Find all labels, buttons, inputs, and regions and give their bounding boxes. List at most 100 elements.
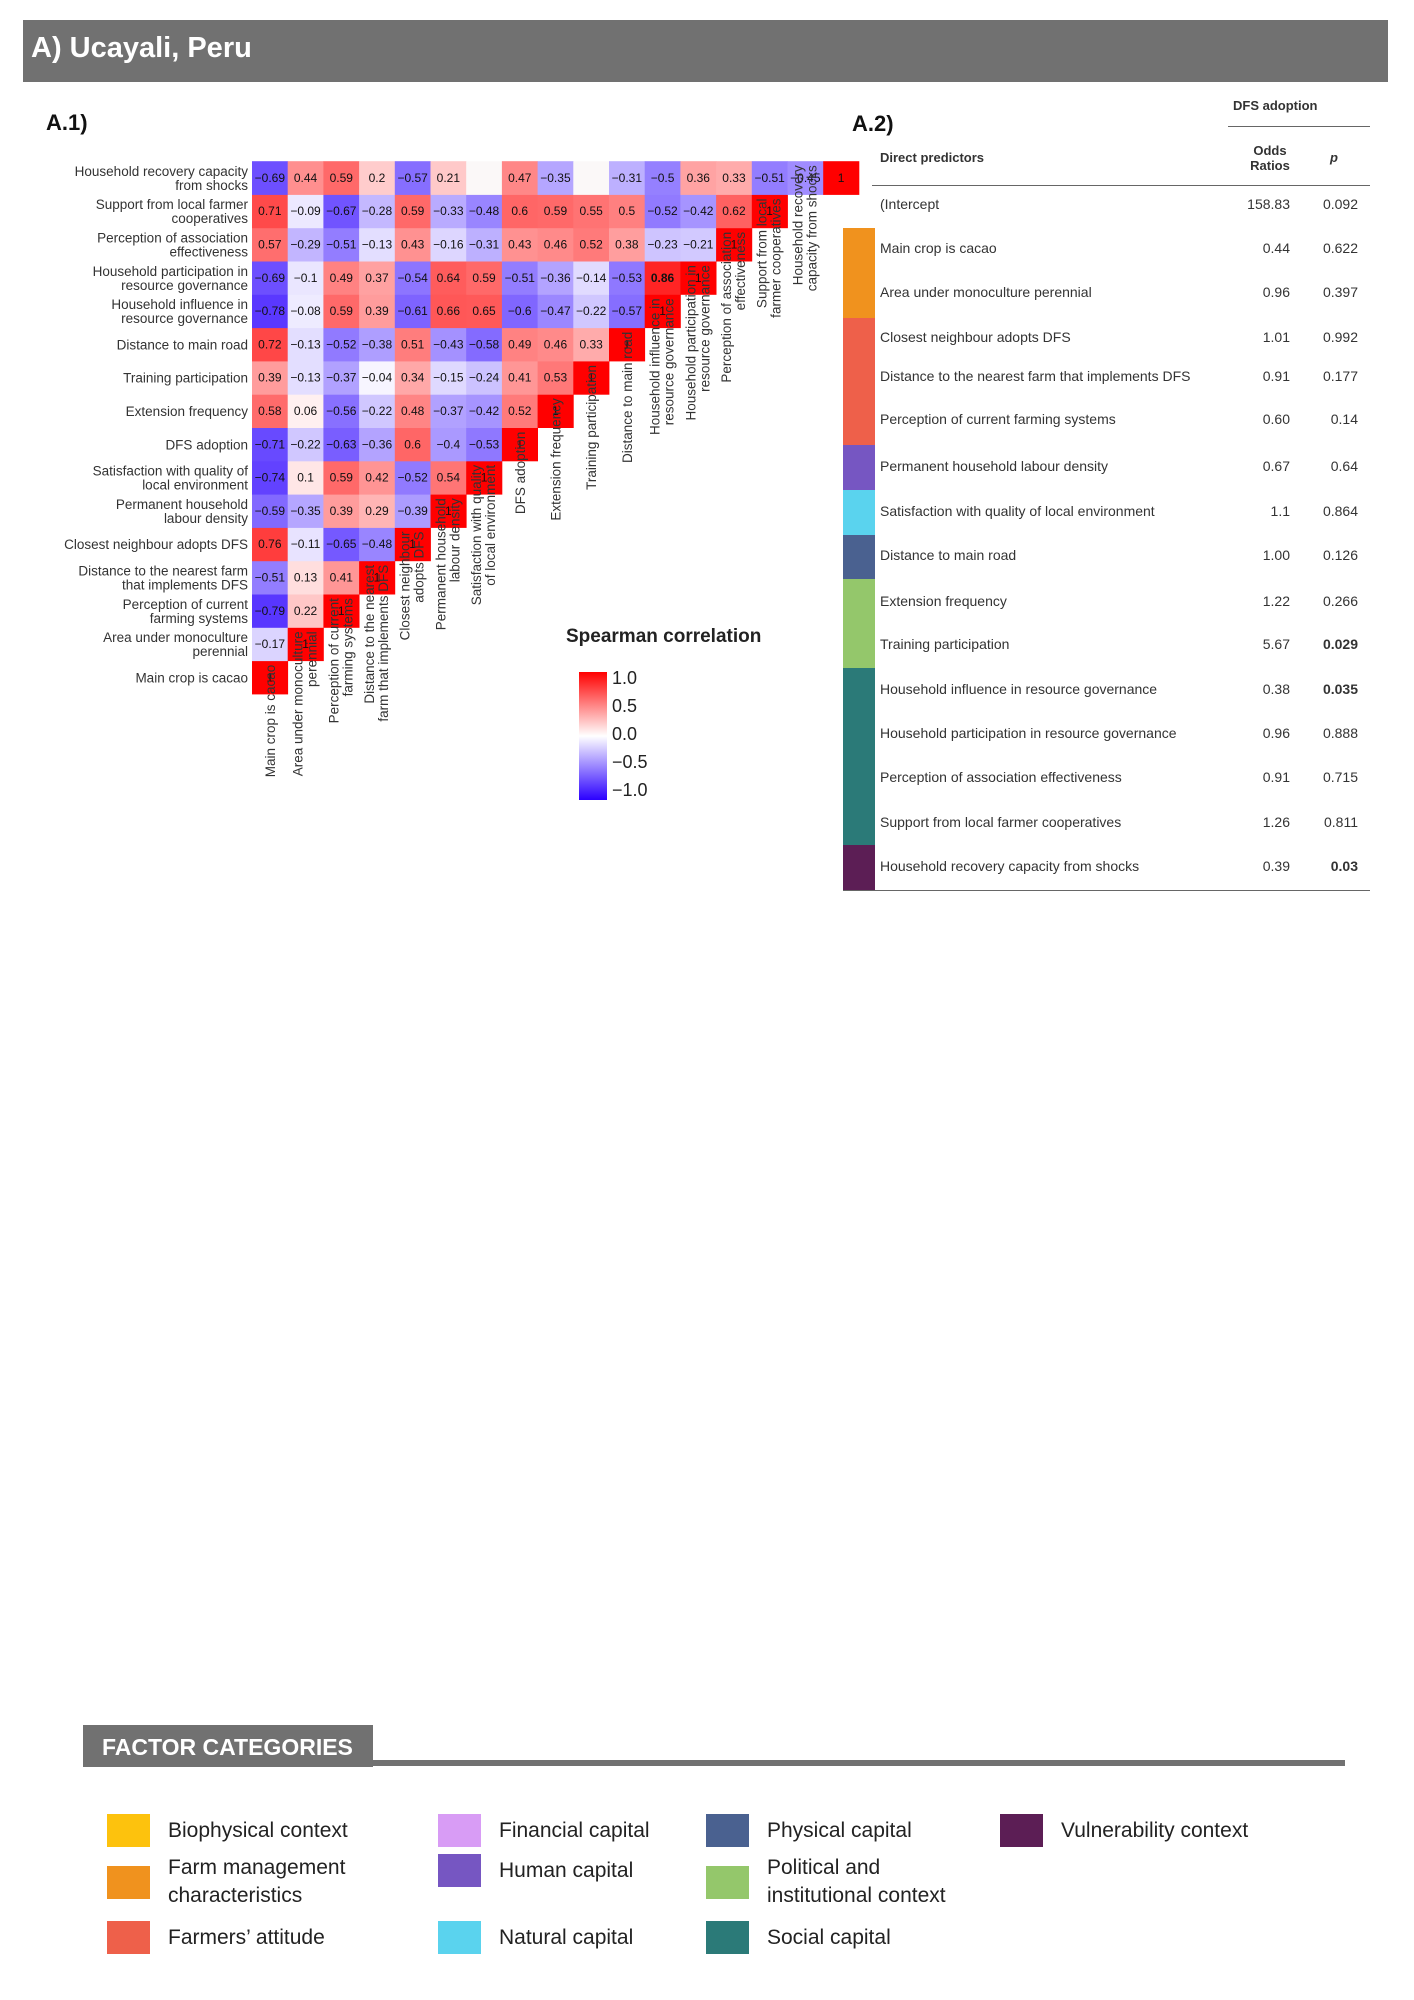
heatmap-cell (287, 294, 324, 329)
header-rule (872, 185, 1370, 186)
cell-value: −0.57 (612, 304, 643, 318)
cell-value: −0.45 (790, 171, 821, 185)
cell-value: −0.29 (290, 237, 321, 251)
row-label: Household participation in (93, 264, 248, 279)
factor-category-label: Vulnerability context (1061, 1818, 1249, 1842)
odds-ratio-value: 1.22 (1262, 593, 1290, 609)
factor-category-item: Farm management characteristics (107, 1854, 397, 1910)
row-label: Satisfaction with quality of (93, 464, 249, 479)
heatmap-cell (537, 394, 574, 428)
heatmap-cell (466, 361, 503, 395)
row-label: resource governance (121, 311, 248, 326)
heatmap-cell (287, 194, 324, 229)
heatmap-cell (287, 560, 324, 595)
cell-value: 0.41 (330, 570, 354, 584)
heatmap-cell (323, 194, 360, 229)
row-label: Support from local farmer (96, 197, 249, 212)
category-color-bar (843, 445, 875, 491)
factor-category-swatch (107, 1865, 150, 1899)
heatmap-cell (609, 294, 646, 329)
cell-value: 0.21 (437, 171, 461, 185)
row-label: Household recovery capacity (75, 164, 249, 179)
section-banner: A) Ucayali, Peru (23, 20, 1388, 82)
category-color-bar (843, 845, 875, 891)
heatmap-cell (501, 194, 538, 229)
predictor-name: Main crop is cacao (880, 240, 997, 256)
cell-value: −0.11 (291, 537, 321, 551)
heatmap-cell (359, 460, 396, 495)
heatmap-cell (609, 194, 646, 229)
heatmap-cell (359, 327, 396, 362)
factor-category-swatch (706, 1921, 749, 1954)
cell-value: 1 (659, 304, 666, 318)
factor-category-label: Physical capital (767, 1818, 912, 1842)
cell-value: −0.53 (469, 437, 500, 451)
column-label: capacity from shocks (804, 165, 819, 291)
legend-tick: 1.0 (612, 668, 638, 688)
heatmap-cell (252, 294, 289, 329)
cell-value: 0.66 (437, 304, 461, 318)
heatmap-cell (394, 227, 431, 262)
cell-value: −0.08 (290, 304, 321, 318)
cell-value: −0.65 (326, 537, 357, 551)
p-value: 0.811 (1324, 814, 1358, 830)
category-color-bar (843, 359, 875, 401)
column-label: resource governance (697, 265, 712, 392)
heatmap-cell (252, 227, 289, 262)
heatmap-cell (501, 294, 538, 329)
cell-value: −0.13 (290, 371, 321, 385)
heatmap-cell (430, 161, 467, 195)
odds-ratio-value: 0.91 (1262, 368, 1290, 384)
row-label: DFS adoption (165, 437, 248, 452)
factor-category-item: Financial capital (438, 1814, 728, 1847)
p-value: 0.14 (1330, 411, 1358, 427)
factor-categories-title: FACTOR CATEGORIES (102, 1734, 353, 1760)
odds-ratio-value: 0.91 (1262, 769, 1290, 785)
odds-ratio-value: 0.60 (1262, 411, 1290, 427)
cell-value: −0.21 (683, 237, 714, 251)
factor-category-label: Human capital (499, 1858, 634, 1882)
cell-value: 1 (481, 471, 488, 485)
cell-value: 1 (766, 204, 773, 218)
factor-category-item: Social capital (706, 1921, 996, 1954)
row-label: Permanent household (116, 497, 248, 512)
odds-ratio-value: 1.1 (1270, 503, 1290, 519)
predictor-name: Extension frequency (880, 593, 1007, 609)
cell-value: 0.41 (508, 371, 532, 385)
row-label: Main crop is cacao (135, 670, 248, 685)
heatmap-cell (609, 227, 646, 262)
heatmap-cell (287, 494, 324, 528)
p-value: 0.397 (1322, 284, 1358, 300)
heatmap-cell (323, 427, 360, 462)
heatmap-cell (359, 294, 396, 329)
category-color-bar (843, 535, 875, 580)
cell-value: −0.43 (433, 337, 464, 351)
cell-value: 1 (409, 537, 416, 551)
p-value: 0.029 (1322, 636, 1358, 652)
cell-value: −0.13 (290, 337, 321, 351)
row-label: perennial (192, 644, 248, 659)
row-label: Area under monoculture (103, 630, 248, 645)
row-label: labour density (164, 511, 248, 526)
cell-value: −0.71 (255, 437, 286, 451)
cell-value: 1 (588, 371, 595, 385)
cell-value: −0.33 (433, 204, 464, 218)
predictor-name: (Intercept (880, 196, 940, 212)
predictor-name: Satisfaction with quality of local envir… (880, 503, 1155, 519)
cell-value: −0.36 (540, 271, 571, 285)
cell-value: −0.36 (362, 437, 393, 451)
cell-value: 0.46 (544, 337, 568, 351)
p-value: 0.622 (1322, 240, 1358, 256)
heatmap-cell (252, 394, 289, 428)
cell-value: 0.39 (330, 504, 354, 518)
predictor-name: Training participation (880, 636, 1010, 652)
heatmap-cell (287, 261, 324, 295)
factor-category-swatch (706, 1814, 749, 1847)
heatmap-cell (394, 527, 431, 562)
odds-ratio-value: 0.96 (1262, 725, 1290, 741)
p-value: 0.266 (1322, 593, 1358, 609)
category-color-bar (843, 228, 875, 274)
heatmap-cell (252, 560, 289, 595)
cell-value: −0.69 (255, 171, 286, 185)
heatmap-cell (359, 227, 396, 262)
